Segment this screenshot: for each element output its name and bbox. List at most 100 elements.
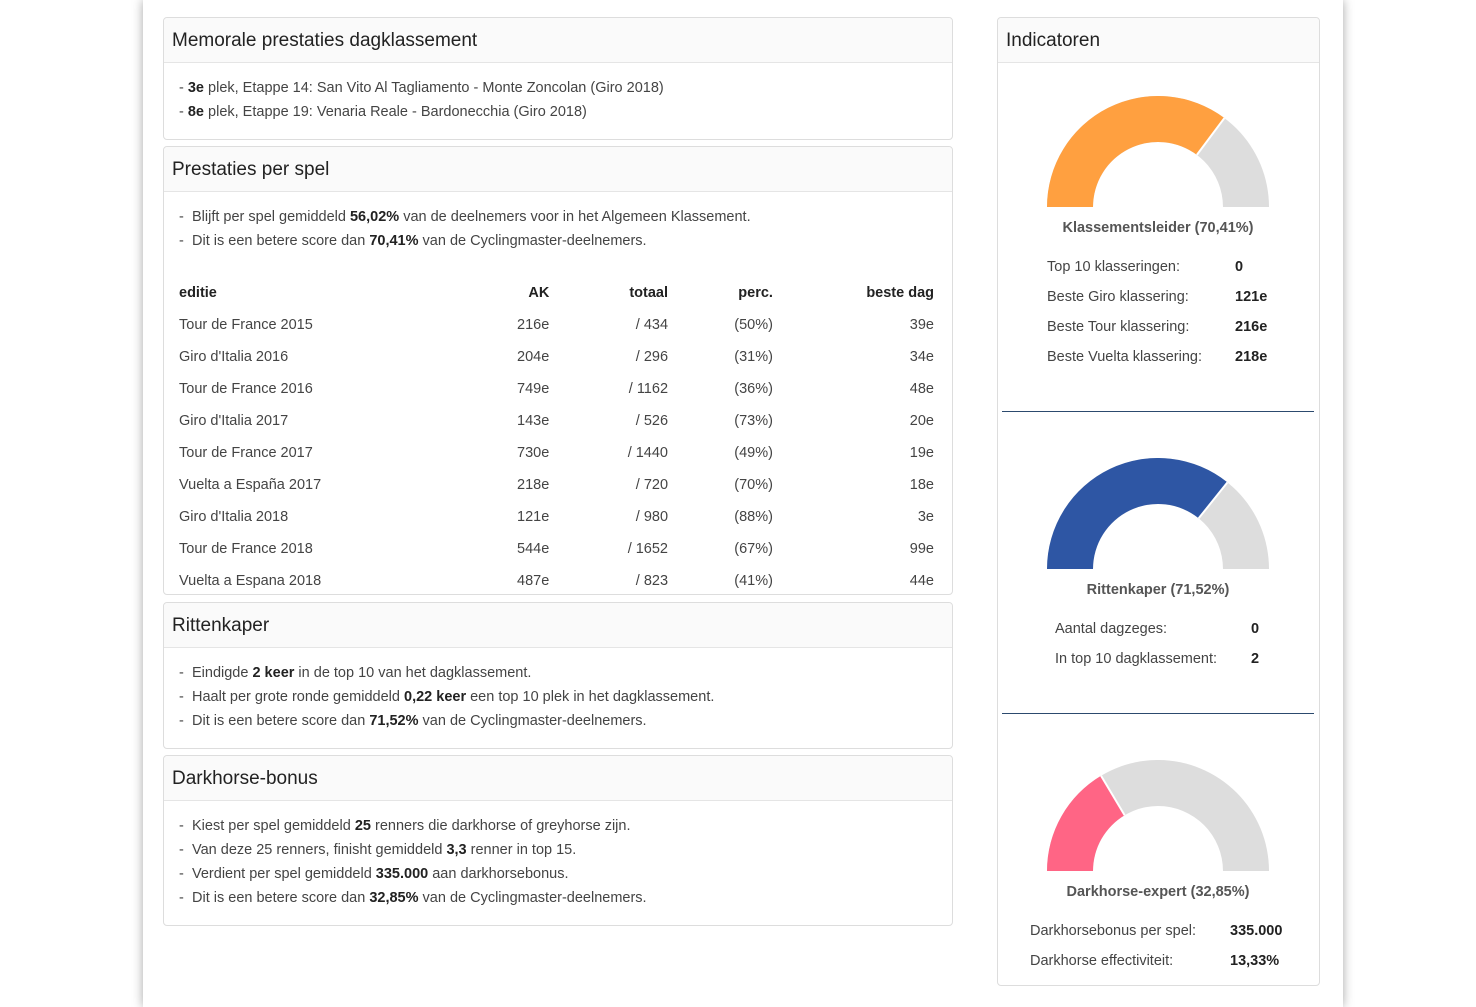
cell-ak: 730e (517, 445, 550, 461)
cell-totaal: / 434 (635, 317, 669, 333)
cell-totaal: / 1162 (628, 381, 669, 397)
indicator-divider (1002, 713, 1314, 714)
stat-row: Aantal dagzeges: 0 (1055, 621, 1260, 637)
memorable-title: Memorale prestaties dagklassement (164, 18, 952, 63)
table-row: Vuelta a Espana 2018 487e / 823 (41%) 44e (179, 565, 935, 597)
cell-editie: Tour de France 2016 (179, 381, 313, 397)
rittenkaper-line: - Haalt per grote ronde gemiddeld 0,22 ke… (179, 689, 715, 705)
cell-beste-dag: 44e (909, 573, 934, 589)
gauge-label-rittenkaper: Rittenkaper (71,52%) (1086, 582, 1230, 598)
table-row: Giro d'Italia 2017 143e / 526 (73%) 20e (179, 405, 935, 437)
gauge-label-klassementsleider: Klassementsleider (70,41%) (1062, 220, 1254, 236)
table-row: Tour de France 2016 749e / 1162 (36%) 48e (179, 373, 935, 405)
table-row: Tour de France 2015 216e / 434 (50%) 39e (179, 309, 935, 341)
cell-ak: 544e (517, 541, 550, 557)
darkhorse-stats: Darkhorsebonus per spel: 335.000 Darkhors… (1030, 916, 1282, 976)
gauge-rittenkaper (1047, 458, 1269, 569)
indicator-divider (1002, 411, 1314, 412)
cell-ak: 143e (517, 413, 550, 429)
col-header-totaal: totaal (629, 285, 669, 301)
cell-editie: Giro d'Italia 2016 (179, 349, 289, 365)
rittenkaper-panel: Rittenkaper - Eindigde 2 keer in de top 1… (163, 602, 953, 749)
cell-beste-dag: 18e (909, 477, 934, 493)
cell-editie: Giro d'Italia 2017 (179, 413, 289, 429)
cell-editie: Vuelta a Espana 2018 (179, 573, 322, 589)
memorable-panel: Memorale prestaties dagklassement - 3e p… (163, 17, 953, 140)
stat-row: Top 10 klasseringen: 0 (1047, 259, 1244, 275)
stat-row: Darkhorsebonus per spel: 335.000 (1030, 923, 1283, 939)
stat-row: Beste Tour klassering: 216e (1047, 319, 1268, 335)
stat-row: In top 10 dagklassement: 2 (1055, 651, 1260, 667)
stat-row: Darkhorse effectiviteit: 13,33% (1030, 953, 1280, 969)
cell-ak: 487e (517, 573, 550, 589)
gauge-value-arc (1047, 96, 1225, 207)
col-header-beste-dag: beste dag (866, 285, 934, 301)
cell-beste-dag: 39e (909, 317, 934, 333)
cell-editie: Giro d'Italia 2018 (179, 509, 289, 525)
gauge-separator (1197, 481, 1229, 519)
klassement-stats: Top 10 klasseringen: 0 Beste Giro klasser… (1047, 252, 1267, 372)
cell-perc: (70%) (734, 477, 773, 493)
cell-totaal: / 720 (635, 477, 669, 493)
cell-totaal: / 823 (635, 573, 669, 589)
per-game-line: - Blijft per spel gemiddeld 56,02% van de… (179, 209, 751, 225)
indicators-title: Indicatoren (998, 18, 1319, 63)
cell-totaal: / 980 (635, 509, 669, 525)
darkhorse-line: - Kiest per spel gemiddeld 25 renners die… (179, 818, 631, 834)
cell-ak: 218e (517, 477, 550, 493)
gauge-separator (1100, 775, 1126, 816)
darkhorse-panel: Darkhorse-bonus - Kiest per spel gemiddel… (163, 755, 953, 926)
rittenkaper-title: Rittenkaper (164, 603, 952, 648)
cell-ak: 204e (517, 349, 550, 365)
cell-totaal: / 1440 (627, 445, 669, 461)
cell-editie: Vuelta a España 2017 (179, 477, 322, 493)
gauge-label-darkhorse: Darkhorse-expert (32,85%) (1066, 884, 1250, 900)
cell-beste-dag: 48e (909, 381, 934, 397)
cell-ak: 121e (517, 509, 550, 525)
cell-editie: Tour de France 2018 (179, 541, 313, 557)
cell-beste-dag: 99e (909, 541, 934, 557)
per-game-panel: Prestaties per spel - Blijft per spel gem… (163, 146, 953, 595)
table-row: Tour de France 2018 544e / 1652 (67%) 99e (179, 533, 935, 565)
cell-perc: (31%) (734, 349, 773, 365)
cell-perc: (41%) (734, 573, 773, 589)
stat-row: Beste Vuelta klassering: 218e (1047, 349, 1268, 365)
cell-perc: (88%) (734, 509, 773, 525)
rittenkaper-line: - Eindigde 2 keer in de top 10 van het da… (179, 665, 532, 681)
darkhorse-line: - Van deze 25 renners, finisht gemiddeld … (179, 842, 577, 858)
cell-perc: (50%) (734, 317, 773, 333)
cell-totaal: / 1652 (627, 541, 669, 557)
cell-ak: 749e (517, 381, 550, 397)
cell-ak: 216e (517, 317, 550, 333)
darkhorse-title: Darkhorse-bonus (164, 756, 952, 801)
memorable-item: - 3e plek, Etappe 14: San Vito Al Taglia… (179, 80, 664, 96)
stat-row: Beste Giro klassering: 121e (1047, 289, 1268, 305)
darkhorse-line: - Verdient per spel gemiddeld 335.000 aan… (179, 866, 569, 882)
col-header-editie: editie (179, 285, 217, 301)
cell-totaal: / 296 (635, 349, 669, 365)
table-row: Giro d'Italia 2018 121e / 980 (88%) 3e (179, 501, 935, 533)
darkhorse-line: - Dit is een betere score dan 32,85% van … (179, 890, 647, 906)
cell-perc: (36%) (734, 381, 773, 397)
cell-editie: Tour de France 2015 (179, 317, 313, 333)
cell-perc: (67%) (734, 541, 773, 557)
col-header-ak: AK (528, 285, 550, 301)
gauge-value-arc (1047, 458, 1228, 569)
cell-beste-dag: 20e (909, 413, 934, 429)
cell-editie: Tour de France 2017 (179, 445, 313, 461)
gauge-value-arc (1047, 775, 1125, 871)
cell-beste-dag: 3e (917, 509, 934, 525)
table-row: Giro d'Italia 2016 204e / 296 (31%) 34e (179, 341, 935, 373)
cell-totaal: / 526 (635, 413, 669, 429)
gauge-klassementsleider (1047, 96, 1269, 207)
cell-perc: (73%) (734, 413, 773, 429)
table-row: Vuelta a España 2017 218e / 720 (70%) 18e (179, 469, 935, 501)
gauge-separator (1196, 117, 1226, 156)
cell-perc: (49%) (734, 445, 773, 461)
memorable-item: - 8e plek, Etappe 19: Venaria Reale - Ba… (179, 104, 587, 120)
cell-beste-dag: 34e (909, 349, 934, 365)
editions-table: editie AK totaal perc. beste dag Tour de… (179, 277, 935, 597)
cell-beste-dag: 19e (909, 445, 934, 461)
gauge-darkhorse (1047, 760, 1269, 871)
rittenkaper-line: - Dit is een betere score dan 71,52% van … (179, 713, 647, 729)
